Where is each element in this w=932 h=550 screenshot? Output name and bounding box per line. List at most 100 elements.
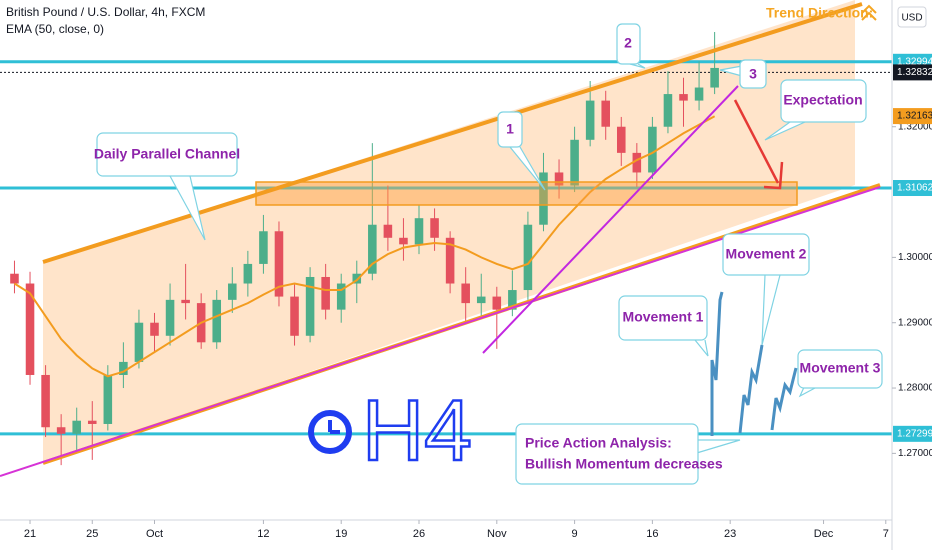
callout: 3 [719,59,767,89]
candle-body [383,224,393,238]
candle-body [430,218,439,238]
candle-body [694,87,704,101]
note: Expectation [783,92,862,108]
candle-body [228,283,237,300]
price-axis [892,0,932,550]
candle-body [585,100,595,140]
chevron [861,4,877,14]
note: Price Action Analysis: [525,435,672,451]
x-tick-label: 25 [86,528,98,540]
candle-body [492,296,502,310]
note: 1 [506,121,514,137]
price-label-box [893,64,932,81]
price-label: 1.32163 [897,111,932,122]
callout: 2 [616,23,646,69]
y-tick-label: 1.27000 [898,448,932,459]
candle-body [570,139,579,186]
price-label-box [893,180,932,197]
note: Movement 1 [623,309,704,325]
candle-body [119,361,128,375]
x-tick-label: Nov [487,528,507,540]
candle-body [445,237,455,284]
candle-body [56,427,66,434]
candle-body [72,420,81,434]
movement-sketch [770,367,798,431]
candle-body [87,420,97,424]
note: 2 [624,35,632,51]
y-tick-label: 1.32000 [898,121,932,132]
x-tick-label: Oct [146,528,163,540]
y-tick-label: 1.28000 [898,383,932,394]
candle-body [134,322,144,362]
candle-body [710,67,719,88]
y-tick-label: 1.29000 [898,317,932,328]
price-label-box [893,425,932,442]
x-tick-label: 19 [335,528,347,540]
price-label: 1.32994 [897,56,932,67]
candle-body [181,299,190,304]
candle-body [368,224,377,274]
candle-body [539,172,548,225]
callout: Daily Parallel Channel [94,132,240,241]
ema-line [13,115,716,378]
price-label: 1.31062 [897,183,932,194]
x-tick-label: 21 [24,528,36,540]
candle-body [352,273,362,284]
zone [255,181,798,206]
note: Daily Parallel Channel [94,146,240,162]
note: 3 [749,66,757,82]
x-tick-label: Dec [814,528,834,540]
timeframe-logo: H4 [308,382,473,480]
candle-body [679,94,688,101]
currency-box [897,6,927,28]
arrow [733,99,780,184]
drawings: Daily Parallel Channel 1 2 3 Expectation… [0,2,883,485]
channel-fill [43,0,855,463]
candle-body [461,283,470,304]
candle-body [601,100,610,127]
x-tick-label: 9 [572,528,578,540]
candle-body [41,374,50,428]
channel-upper [42,2,863,264]
candle-body [243,263,253,284]
candle-body [616,126,626,153]
candle-body [25,283,35,375]
callout: 1 [497,111,546,191]
candle-body [476,296,486,304]
candle-body [648,126,657,173]
trend-label: Trend Direction: [766,5,873,21]
arrow-head [763,161,784,190]
candle-body [554,172,564,186]
candle-body [336,283,346,310]
price-label-box [893,108,932,125]
note: Movement 3 [800,360,881,376]
x-tick-label: 12 [257,528,269,540]
chevron [861,11,877,21]
candle-body [103,374,113,424]
candle-body [414,218,424,245]
candle-body [508,290,517,310]
time-axis [0,520,892,550]
candle-body [399,237,408,245]
x-tick-label: 26 [413,528,425,540]
callout: Movement 2 [722,233,810,346]
indicator-legend: EMA (50, close, 0) [6,22,104,36]
currency: USD [901,13,922,24]
chart-title: British Pound / U.S. Dollar, 4h, FXCM [6,5,205,19]
candle-body [10,273,19,284]
timeframe: H4 [362,383,472,479]
callout: Movement 3 [797,349,883,398]
x-tick-label: 7 [883,528,889,540]
candle-body [663,94,673,127]
drawings-back [43,0,855,463]
movement-sketch [738,344,764,434]
note: Bullish Momentum decreases [525,456,723,472]
movement-sketch [710,291,724,436]
x-tick-label: 23 [724,528,736,540]
candles [10,32,719,466]
trendline [482,85,739,354]
price-label: 1.32832 [897,67,932,78]
note: Movement 2 [726,246,807,262]
